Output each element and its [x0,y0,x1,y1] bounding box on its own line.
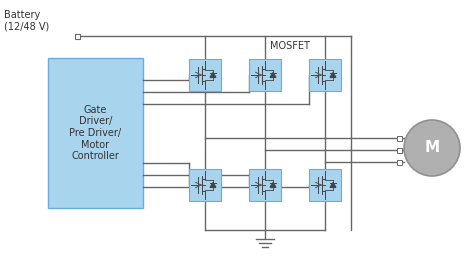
Text: M: M [424,140,439,156]
Bar [309,169,341,201]
Bar [189,169,221,201]
Bar [398,135,402,140]
Polygon shape [330,73,336,77]
Bar [48,58,143,208]
Bar [249,59,281,91]
Bar [189,59,221,91]
Bar [309,59,341,91]
Text: Gate
Driver/
Pre Driver/
Motor
Controller: Gate Driver/ Pre Driver/ Motor Controlle… [69,105,121,161]
Polygon shape [270,182,276,188]
Circle shape [404,120,460,176]
Bar [75,34,81,39]
Polygon shape [330,182,336,188]
Bar [398,160,402,164]
Polygon shape [270,73,276,77]
Text: Battery
(12/48 V): Battery (12/48 V) [4,10,49,32]
Polygon shape [210,182,216,188]
Bar [398,148,402,152]
Polygon shape [210,73,216,77]
Text: MOSFET: MOSFET [270,41,310,51]
Bar [249,169,281,201]
